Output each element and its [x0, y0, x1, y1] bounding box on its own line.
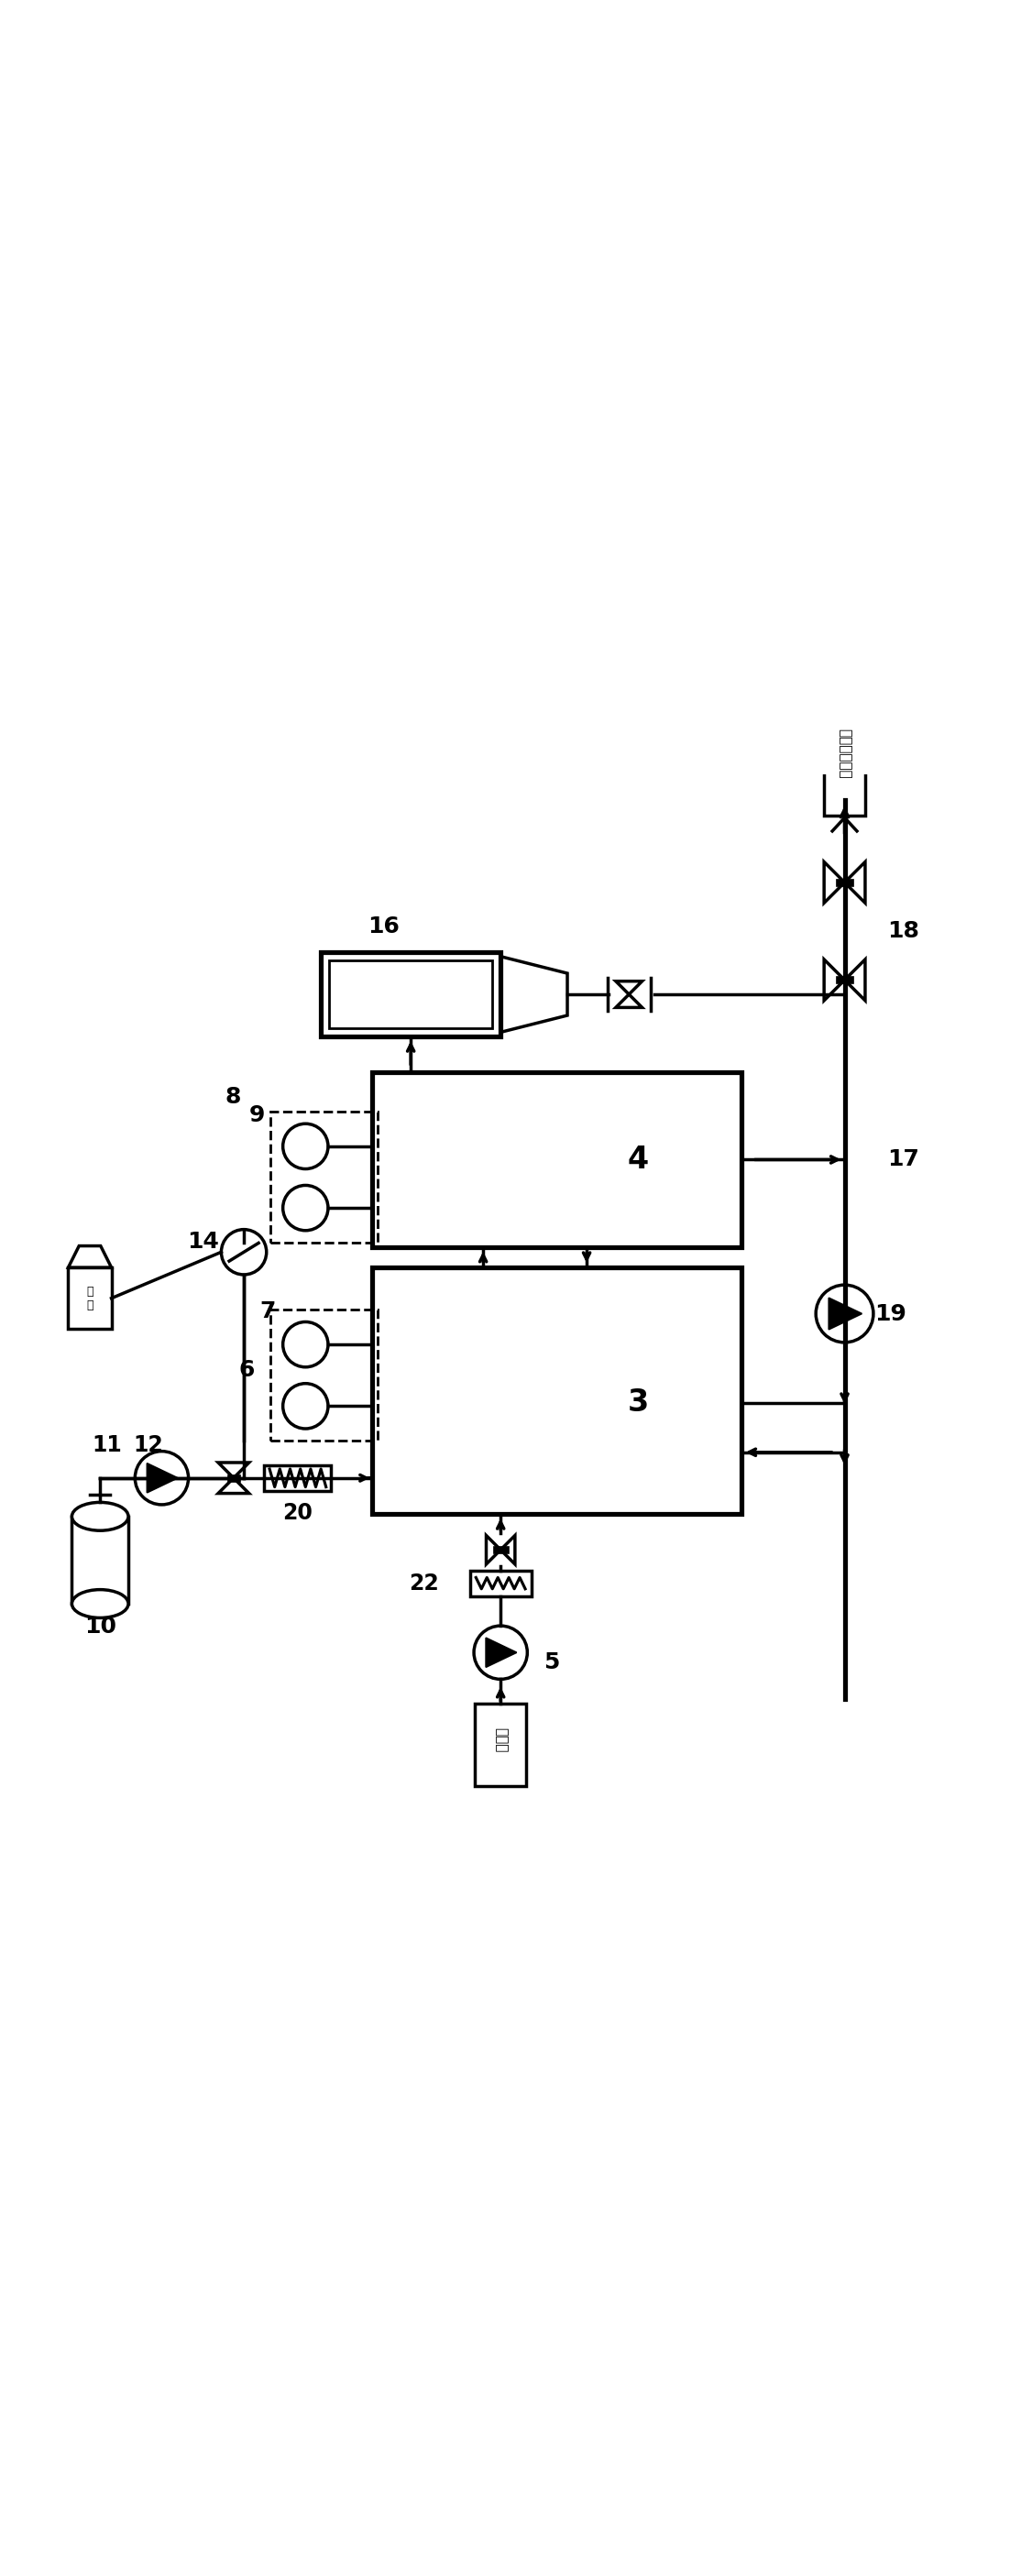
Polygon shape	[829, 1298, 862, 1329]
Bar	[825, 693, 865, 817]
Text: 17: 17	[888, 1149, 920, 1170]
Text: 9: 9	[249, 1105, 265, 1126]
Text: 11: 11	[92, 1435, 122, 1455]
Circle shape	[283, 1321, 328, 1368]
Polygon shape	[616, 994, 642, 1007]
Ellipse shape	[72, 1589, 128, 1618]
Polygon shape	[68, 1247, 111, 1267]
Polygon shape	[218, 1479, 249, 1494]
Text: 7: 7	[259, 1301, 276, 1321]
Polygon shape	[844, 958, 865, 999]
Text: 6: 6	[238, 1360, 255, 1381]
Text: 22: 22	[409, 1571, 439, 1595]
Bar	[475, 1703, 526, 1785]
Text: 碳
源: 碳 源	[87, 1285, 93, 1311]
Text: 3: 3	[627, 1388, 649, 1419]
Polygon shape	[825, 958, 844, 999]
Text: 16: 16	[367, 914, 399, 938]
Bar	[72, 1517, 128, 1605]
Text: 19: 19	[875, 1303, 907, 1324]
Polygon shape	[844, 863, 865, 904]
Polygon shape	[486, 1535, 501, 1564]
Bar	[373, 1267, 742, 1515]
Text: 8: 8	[225, 1087, 241, 1108]
Text: 20: 20	[283, 1502, 313, 1525]
Ellipse shape	[72, 1502, 128, 1530]
Circle shape	[135, 1450, 189, 1504]
Circle shape	[221, 1229, 266, 1275]
Circle shape	[283, 1383, 328, 1430]
Bar	[68, 1267, 111, 1329]
Polygon shape	[501, 1535, 515, 1564]
Text: 14: 14	[188, 1231, 220, 1252]
Bar	[270, 1110, 378, 1242]
Circle shape	[283, 1185, 328, 1231]
Text: 18: 18	[888, 920, 920, 943]
Bar	[321, 953, 501, 1036]
Polygon shape	[486, 1638, 517, 1667]
Text: 5: 5	[544, 1651, 559, 1674]
Text: 原污水: 原污水	[493, 1728, 508, 1752]
Circle shape	[474, 1625, 527, 1680]
Circle shape	[283, 1123, 328, 1170]
Text: 10: 10	[84, 1615, 117, 1638]
Circle shape	[816, 1285, 873, 1342]
Text: 4: 4	[627, 1144, 649, 1175]
Bar	[373, 1072, 742, 1247]
Bar	[270, 1309, 378, 1440]
Polygon shape	[616, 981, 642, 994]
Bar	[264, 1466, 331, 1492]
Polygon shape	[218, 1463, 249, 1479]
Text: 12: 12	[133, 1435, 163, 1455]
Polygon shape	[825, 863, 844, 904]
Text: 污泥处理系统: 污泥处理系统	[838, 729, 851, 778]
Polygon shape	[147, 1463, 178, 1492]
Bar	[329, 961, 492, 1028]
Bar	[470, 1571, 531, 1597]
